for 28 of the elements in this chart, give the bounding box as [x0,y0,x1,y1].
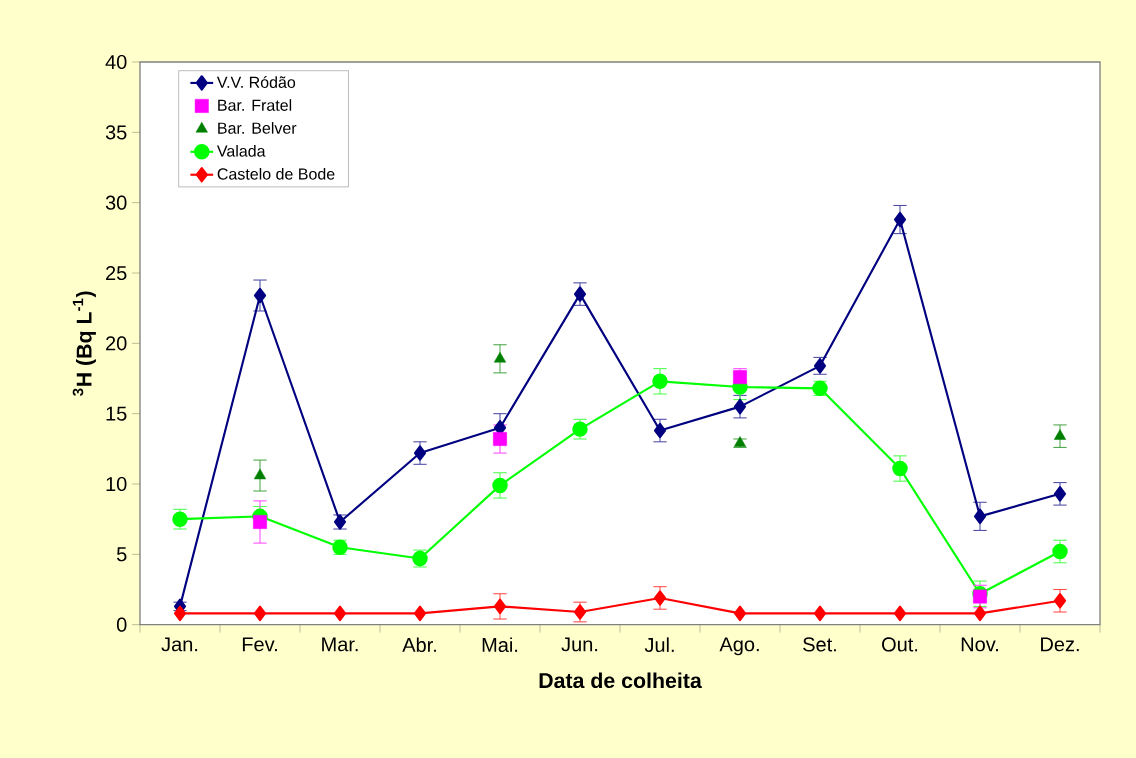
legend-label: V.V. Ródão [216,76,296,88]
legend-label: Bar. Belver [218,122,297,134]
y-tick-label: 10 [106,476,127,492]
x-tick-label: Nov. [961,637,998,652]
x-tick-label: Dez. [1041,637,1079,652]
x-tick-label: Mai. [482,637,518,653]
y-tick-label: 25 [106,265,127,281]
x-tick-label: Ago. [719,637,759,656]
y-axis-title: $^{3}$H (Bq L$^{-1}$) [72,291,96,396]
x-axis-title: Data de colheita [539,672,702,689]
x-tick-label: Fev. [242,637,277,652]
x-tick-label: Jan. [161,637,198,652]
y-tick-label: 30 [105,195,127,210]
y-tick-label: 0 [116,617,127,632]
y-tick-label: 20 [106,336,127,351]
legend-label: Castelo de Bode [217,167,335,180]
legend-label: Bar. Fratel [218,99,292,111]
y-tick-label: 40 [105,54,127,70]
x-tick-label: Mar. [322,637,358,652]
x-tick-label: Out. [882,637,918,652]
x-tick-label: Jul. [644,637,674,653]
x-tick-label: Set. [803,637,836,652]
y-tick-label: 5 [116,547,127,562]
legend-label: Valada [216,145,266,157]
y-tick-label: 35 [105,125,127,140]
x-tick-label: Abr. [402,637,436,653]
y-tick-label: 15 [106,406,127,421]
x-tick-label: Jun. [561,637,598,652]
